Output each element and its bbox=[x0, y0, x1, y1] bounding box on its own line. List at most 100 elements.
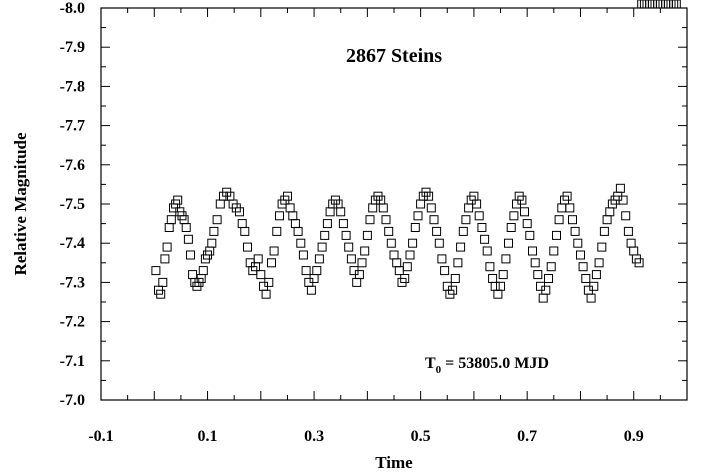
data-point bbox=[290, 219, 300, 229]
data-point bbox=[626, 238, 636, 248]
data-point bbox=[269, 246, 279, 256]
data-point bbox=[615, 183, 625, 193]
x-tick-labels: -0.1 0.1 0.3 0.5 0.7 0.9 bbox=[88, 428, 643, 445]
data-point bbox=[386, 238, 396, 248]
data-point bbox=[666, 0, 676, 9]
data-point bbox=[599, 226, 609, 236]
data-point bbox=[183, 234, 193, 244]
data-point bbox=[320, 230, 330, 240]
data-point bbox=[392, 258, 402, 268]
data-point bbox=[209, 226, 219, 236]
data-point bbox=[591, 270, 601, 280]
data-point bbox=[413, 211, 423, 221]
data-point bbox=[188, 270, 198, 280]
data-point bbox=[298, 250, 308, 260]
data-point bbox=[498, 270, 508, 280]
data-point bbox=[541, 285, 551, 295]
data-point bbox=[623, 226, 633, 236]
data-points bbox=[151, 0, 681, 303]
data-point bbox=[405, 250, 415, 260]
x-tick-label: 0.1 bbox=[198, 428, 218, 445]
data-point bbox=[568, 215, 577, 225]
data-point bbox=[368, 203, 378, 213]
data-point bbox=[474, 211, 484, 221]
data-point bbox=[288, 211, 298, 221]
data-point bbox=[517, 195, 527, 205]
data-point bbox=[538, 293, 548, 303]
data-point bbox=[410, 223, 420, 232]
data-point bbox=[472, 199, 482, 209]
data-point bbox=[488, 274, 498, 283]
data-point bbox=[325, 207, 335, 217]
data-point bbox=[602, 215, 612, 225]
data-point bbox=[212, 215, 222, 225]
data-point bbox=[296, 238, 306, 248]
data-point bbox=[354, 270, 364, 280]
data-point bbox=[394, 266, 404, 276]
t0-subscript: 0 bbox=[436, 364, 442, 376]
data-point bbox=[597, 242, 607, 252]
data-point bbox=[496, 281, 505, 291]
x-tick-label: 0.5 bbox=[411, 428, 431, 445]
data-point bbox=[432, 226, 442, 236]
x-tick-label: 0.9 bbox=[624, 428, 644, 445]
data-point bbox=[655, 0, 665, 9]
data-point bbox=[243, 242, 252, 252]
data-point bbox=[338, 219, 348, 229]
data-point bbox=[267, 258, 276, 268]
data-point bbox=[554, 215, 564, 225]
data-point bbox=[215, 199, 225, 209]
data-point bbox=[160, 254, 170, 264]
data-point bbox=[565, 203, 575, 213]
data-point bbox=[629, 246, 639, 256]
data-point bbox=[389, 250, 399, 260]
data-point bbox=[642, 0, 652, 9]
data-point bbox=[235, 207, 244, 217]
data-point bbox=[365, 215, 375, 225]
data-point bbox=[166, 215, 176, 225]
data-point bbox=[384, 226, 394, 236]
data-point bbox=[650, 0, 660, 9]
data-point bbox=[402, 262, 412, 272]
data-point bbox=[637, 0, 647, 9]
data-point bbox=[557, 203, 567, 213]
y-tick-label: -7.6 bbox=[60, 157, 85, 174]
data-point bbox=[314, 254, 324, 264]
y-tick-label: -7.0 bbox=[60, 392, 85, 409]
data-point bbox=[158, 277, 168, 287]
data-point bbox=[663, 0, 673, 9]
data-point bbox=[530, 258, 540, 268]
y-tick-label: -8.0 bbox=[60, 0, 85, 17]
data-point bbox=[485, 262, 495, 272]
data-point bbox=[151, 266, 161, 276]
data-point bbox=[362, 230, 372, 240]
y-tick-label: -7.3 bbox=[60, 274, 85, 291]
data-point bbox=[322, 219, 332, 229]
data-point bbox=[480, 234, 490, 244]
data-point bbox=[562, 191, 572, 201]
data-point bbox=[344, 242, 354, 252]
data-point bbox=[261, 289, 271, 299]
data-point bbox=[634, 258, 644, 268]
data-point bbox=[618, 195, 628, 205]
y-tick-label: -7.7 bbox=[60, 118, 85, 135]
data-point bbox=[352, 277, 362, 287]
chart-title: 2867 Steins bbox=[346, 45, 442, 67]
y-tick-label: -7.5 bbox=[60, 196, 85, 213]
data-point bbox=[450, 274, 460, 283]
data-point bbox=[533, 270, 543, 280]
data-point bbox=[416, 199, 426, 209]
data-point bbox=[293, 226, 303, 236]
data-point bbox=[605, 207, 615, 217]
data-point bbox=[546, 262, 556, 272]
data-point bbox=[400, 274, 410, 283]
data-point bbox=[621, 211, 631, 221]
x-tick-label: -0.1 bbox=[88, 428, 113, 445]
data-point bbox=[589, 281, 599, 291]
data-point bbox=[312, 266, 322, 276]
data-point bbox=[256, 270, 266, 280]
data-point bbox=[549, 246, 559, 256]
data-point bbox=[306, 285, 316, 295]
y-tick-label: -7.9 bbox=[60, 39, 85, 56]
